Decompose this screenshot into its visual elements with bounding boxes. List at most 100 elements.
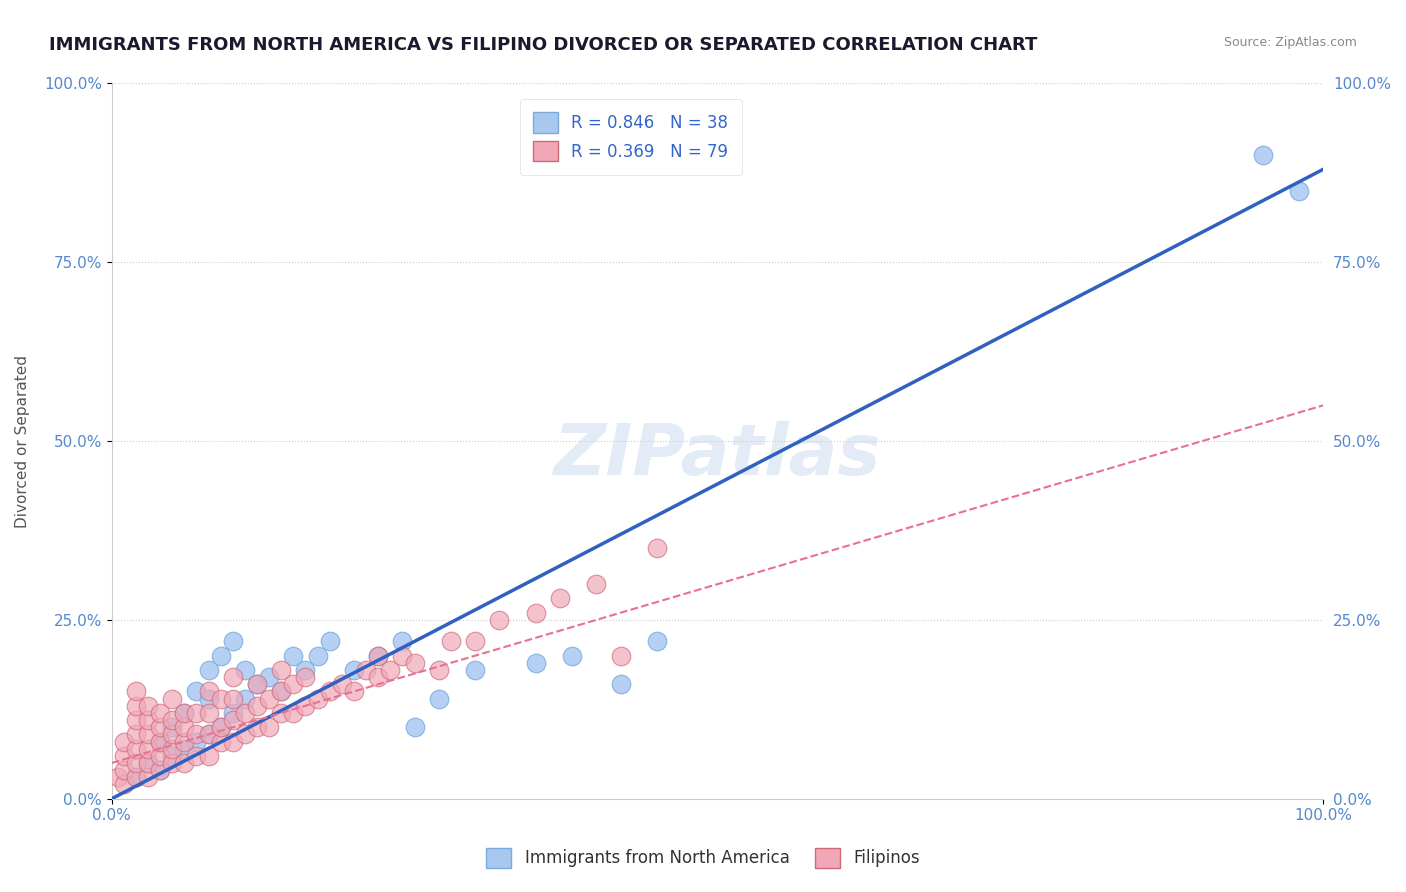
- Point: [427, 691, 450, 706]
- Point: [209, 720, 232, 734]
- Point: [136, 770, 159, 784]
- Point: [233, 706, 256, 720]
- Point: [609, 648, 631, 663]
- Point: [160, 691, 183, 706]
- Point: [149, 734, 172, 748]
- Point: [186, 748, 208, 763]
- Point: [294, 670, 316, 684]
- Point: [294, 698, 316, 713]
- Point: [136, 713, 159, 727]
- Point: [307, 691, 329, 706]
- Point: [233, 663, 256, 677]
- Legend: R = 0.846   N = 38, R = 0.369   N = 79: R = 0.846 N = 38, R = 0.369 N = 79: [520, 99, 742, 175]
- Point: [464, 634, 486, 648]
- Point: [1251, 148, 1274, 162]
- Point: [343, 663, 366, 677]
- Point: [283, 648, 305, 663]
- Point: [645, 541, 668, 556]
- Point: [125, 698, 148, 713]
- Point: [524, 656, 547, 670]
- Y-axis label: Divorced or Separated: Divorced or Separated: [15, 355, 30, 527]
- Point: [125, 727, 148, 741]
- Point: [125, 741, 148, 756]
- Point: [209, 734, 232, 748]
- Point: [257, 691, 280, 706]
- Point: [149, 706, 172, 720]
- Point: [186, 684, 208, 698]
- Point: [585, 577, 607, 591]
- Point: [197, 684, 219, 698]
- Point: [173, 734, 195, 748]
- Point: [149, 763, 172, 777]
- Point: [222, 713, 245, 727]
- Point: [233, 691, 256, 706]
- Point: [391, 648, 413, 663]
- Point: [197, 748, 219, 763]
- Point: [319, 684, 342, 698]
- Point: [380, 663, 402, 677]
- Point: [160, 720, 183, 734]
- Point: [222, 734, 245, 748]
- Point: [136, 756, 159, 770]
- Point: [209, 648, 232, 663]
- Point: [136, 727, 159, 741]
- Point: [427, 663, 450, 677]
- Point: [257, 720, 280, 734]
- Point: [112, 763, 135, 777]
- Point: [464, 663, 486, 677]
- Point: [367, 670, 389, 684]
- Point: [186, 734, 208, 748]
- Point: [197, 663, 219, 677]
- Point: [197, 727, 219, 741]
- Point: [404, 656, 426, 670]
- Point: [307, 648, 329, 663]
- Point: [367, 648, 389, 663]
- Legend: Immigrants from North America, Filipinos: Immigrants from North America, Filipinos: [479, 841, 927, 875]
- Point: [186, 706, 208, 720]
- Point: [354, 663, 377, 677]
- Point: [222, 634, 245, 648]
- Point: [186, 727, 208, 741]
- Point: [343, 684, 366, 698]
- Point: [1288, 184, 1310, 198]
- Point: [367, 648, 389, 663]
- Point: [136, 698, 159, 713]
- Point: [440, 634, 463, 648]
- Point: [391, 634, 413, 648]
- Point: [294, 663, 316, 677]
- Point: [149, 763, 172, 777]
- Point: [173, 756, 195, 770]
- Point: [283, 677, 305, 691]
- Point: [160, 741, 183, 756]
- Point: [330, 677, 353, 691]
- Point: [112, 777, 135, 791]
- Text: Source: ZipAtlas.com: Source: ZipAtlas.com: [1223, 36, 1357, 49]
- Point: [112, 748, 135, 763]
- Point: [246, 698, 269, 713]
- Point: [222, 691, 245, 706]
- Point: [160, 727, 183, 741]
- Point: [488, 613, 510, 627]
- Point: [270, 684, 292, 698]
- Point: [173, 706, 195, 720]
- Text: IMMIGRANTS FROM NORTH AMERICA VS FILIPINO DIVORCED OR SEPARATED CORRELATION CHAR: IMMIGRANTS FROM NORTH AMERICA VS FILIPIN…: [49, 36, 1038, 54]
- Point: [404, 720, 426, 734]
- Point: [107, 770, 129, 784]
- Point: [112, 734, 135, 748]
- Point: [197, 706, 219, 720]
- Point: [125, 756, 148, 770]
- Point: [197, 727, 219, 741]
- Point: [524, 606, 547, 620]
- Point: [173, 720, 195, 734]
- Point: [548, 591, 571, 606]
- Point: [246, 677, 269, 691]
- Point: [270, 684, 292, 698]
- Point: [270, 706, 292, 720]
- Point: [283, 706, 305, 720]
- Point: [160, 748, 183, 763]
- Point: [257, 670, 280, 684]
- Point: [246, 677, 269, 691]
- Point: [125, 770, 148, 784]
- Point: [246, 720, 269, 734]
- Point: [160, 756, 183, 770]
